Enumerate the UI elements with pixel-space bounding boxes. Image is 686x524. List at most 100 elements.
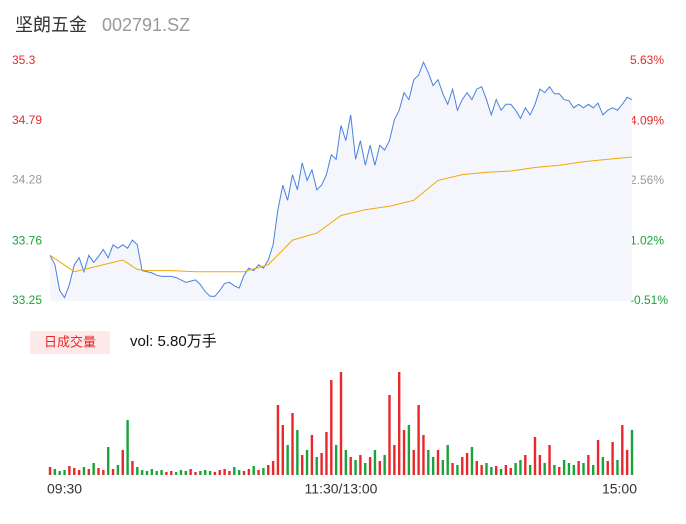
volume-bar xyxy=(596,440,600,475)
volume-bar xyxy=(621,425,624,475)
volume-bar xyxy=(116,465,120,475)
volume-bar xyxy=(490,467,493,475)
volume-bar xyxy=(344,450,348,475)
volume-bar xyxy=(485,463,488,475)
volume-bar xyxy=(87,469,90,475)
volume-bar xyxy=(233,467,236,475)
y-tick-label: 34.28 xyxy=(12,173,42,187)
volume-bar xyxy=(92,463,95,475)
volume-bar xyxy=(577,461,580,475)
volume-bar xyxy=(364,463,367,475)
volume-bar xyxy=(165,472,168,475)
stock-code: 002791.SZ xyxy=(102,15,190,35)
volume-bar xyxy=(77,470,81,475)
volume-bar xyxy=(204,470,207,475)
volume-bar xyxy=(451,463,454,475)
price-area xyxy=(50,62,632,302)
volume-bar xyxy=(237,470,241,475)
y-tick-label: 35.3 xyxy=(12,53,36,67)
volume-bar xyxy=(301,455,304,475)
volume-bar xyxy=(562,460,566,475)
volume-bar xyxy=(184,471,187,475)
y-tick-label: 33.25 xyxy=(12,293,42,307)
volume-bar xyxy=(461,457,464,475)
volume-bar xyxy=(427,450,430,475)
x-tick-label: 15:00 xyxy=(602,481,637,497)
volume-bar xyxy=(470,447,474,475)
volume-bar xyxy=(194,472,197,475)
volume-bar xyxy=(431,457,435,475)
volume-bar xyxy=(441,460,445,475)
volume-bar xyxy=(97,468,100,475)
volume-bar xyxy=(625,450,629,475)
volume-bar xyxy=(436,450,440,475)
volume-bar xyxy=(475,461,478,475)
volume-bar xyxy=(383,455,386,475)
volume-bar xyxy=(58,471,61,475)
volume-bar xyxy=(587,455,590,475)
volume-bar xyxy=(456,465,459,475)
volume-bar xyxy=(170,471,173,475)
volume-bar xyxy=(393,445,396,475)
volume-bar xyxy=(276,405,280,475)
volume-bar xyxy=(291,413,294,475)
volume-bar xyxy=(247,469,251,475)
volume-bar xyxy=(616,460,619,475)
volume-bar xyxy=(257,470,260,475)
volume-bar xyxy=(592,465,595,475)
volume-bar xyxy=(102,470,105,475)
average-line xyxy=(49,156,633,273)
volume-bar xyxy=(111,469,115,475)
volume-bar xyxy=(325,432,328,475)
volume-bar xyxy=(223,469,226,475)
volume-bar xyxy=(296,430,299,475)
volume-bar xyxy=(558,467,561,475)
volume-bar xyxy=(548,445,551,475)
volume-bar xyxy=(310,435,314,475)
volume-bar xyxy=(68,466,71,475)
volume-bar xyxy=(422,435,425,475)
volume-bar xyxy=(504,465,508,475)
stock-name: 坚朗五金 xyxy=(15,15,87,35)
volume-bar xyxy=(368,457,372,475)
volume-bar xyxy=(208,471,212,475)
volume-bar xyxy=(281,425,284,475)
volume-bar xyxy=(305,450,309,475)
volume-bar xyxy=(543,463,546,475)
volume-bar xyxy=(524,455,527,475)
volume-bar xyxy=(155,471,158,475)
volume-bar xyxy=(398,372,401,475)
volume-bar xyxy=(267,465,270,475)
volume-bar xyxy=(528,465,532,475)
volume-bar xyxy=(242,471,246,475)
volume-bar xyxy=(373,450,377,475)
volume-tag: 日成交量 xyxy=(44,334,96,349)
volume-bar xyxy=(315,457,318,475)
volume-bar xyxy=(495,466,498,475)
volume-bar xyxy=(519,460,522,475)
volume-bar xyxy=(136,467,139,475)
volume-bar xyxy=(179,470,183,475)
volume-bar xyxy=(262,468,265,475)
volume-bar xyxy=(354,460,357,475)
volume-bar xyxy=(412,450,415,475)
y2-tick-label: -0.51% xyxy=(630,293,668,307)
volume-bar xyxy=(228,471,231,475)
volume-bar xyxy=(339,372,343,475)
volume-bar xyxy=(533,437,537,475)
volume-total: vol: 5.80万手 xyxy=(130,333,217,350)
volume-bar xyxy=(330,380,333,475)
volume-bar xyxy=(514,463,517,475)
volume-bar xyxy=(601,457,605,475)
y2-tick-label: 2.56% xyxy=(630,173,664,187)
volume-bar xyxy=(359,455,362,475)
volume-bar xyxy=(160,470,163,475)
volume-bar xyxy=(349,457,352,475)
volume-bar xyxy=(218,470,221,475)
volume-bar xyxy=(630,430,634,475)
volume-bar xyxy=(252,466,255,475)
volume-bar xyxy=(145,471,149,475)
volume-bar xyxy=(150,469,154,475)
volume-bar xyxy=(174,472,178,475)
volume-bar xyxy=(213,472,217,475)
